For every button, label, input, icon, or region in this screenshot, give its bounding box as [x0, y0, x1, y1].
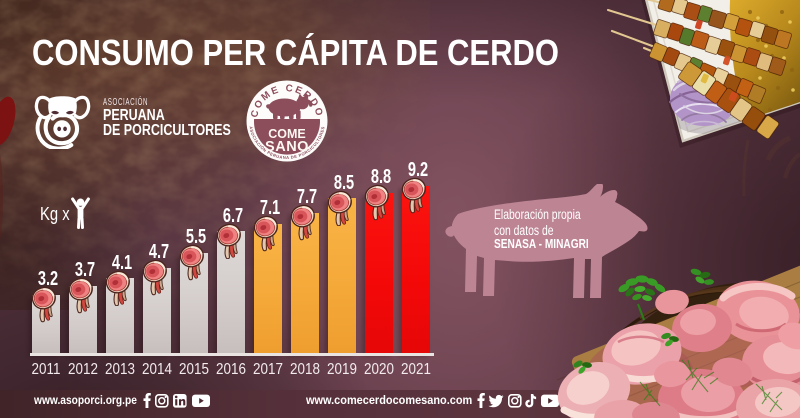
svg-text:COME: COME	[268, 127, 306, 141]
svg-text:SANO: SANO	[265, 139, 309, 155]
